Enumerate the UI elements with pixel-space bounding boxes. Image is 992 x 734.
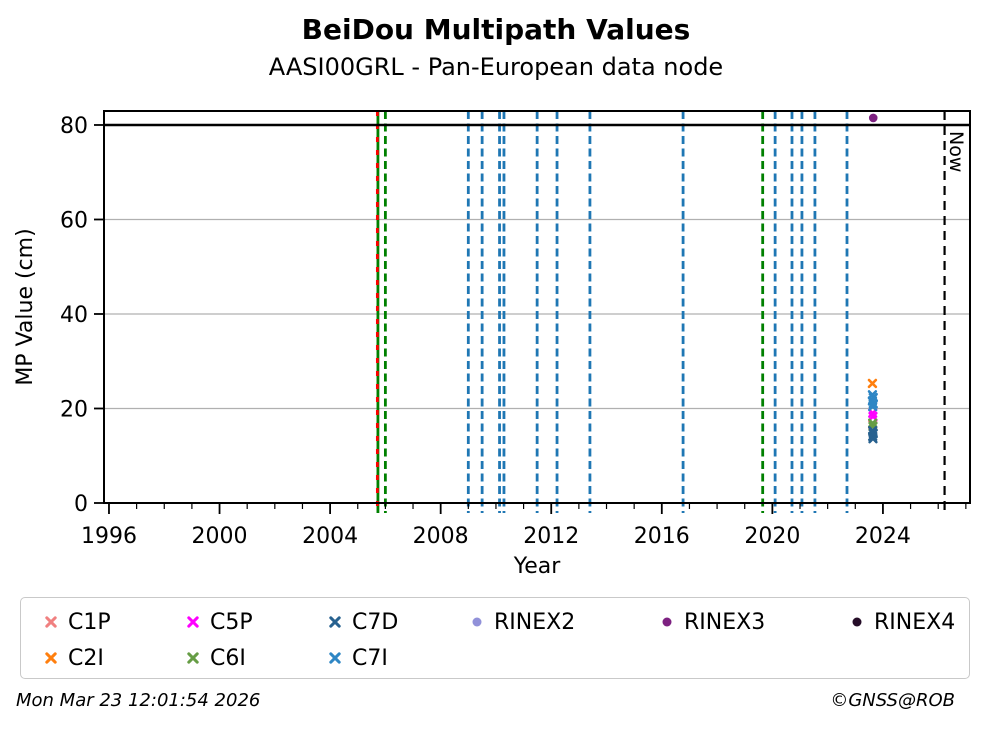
legend-label: RINEX3 bbox=[684, 609, 766, 635]
x-marker-icon bbox=[187, 616, 199, 628]
svg-text:2012: 2012 bbox=[523, 524, 579, 549]
svg-text:20: 20 bbox=[60, 397, 88, 422]
legend-label: C6I bbox=[210, 645, 246, 671]
legend-item-c2i: C2I bbox=[43, 646, 185, 671]
svg-text:2024: 2024 bbox=[855, 524, 911, 549]
now-line-label: Now bbox=[945, 131, 967, 172]
chart-subtitle: AASI00GRL - Pan-European data node bbox=[268, 53, 724, 82]
event-lines bbox=[104, 111, 970, 513]
y-axis-label: MP Value (cm) bbox=[13, 228, 38, 385]
legend-label: RINEX2 bbox=[494, 609, 576, 635]
svg-text:60: 60 bbox=[60, 208, 88, 233]
legend: C1P C5P C7D RINEX2 RINEX3 RINEX4 C2I C6I C7I bbox=[20, 597, 970, 679]
legend-label: C5P bbox=[210, 609, 253, 635]
axis-ticks: 1996 2000 2004 2008 2012 2016 2020 2024 0 20 40 60 8… bbox=[60, 114, 967, 549]
chart-plot-area: 1996 2000 2004 2008 2012 2016 2020 2024 0 20 40 60 8… bbox=[13, 110, 971, 579]
legend-item-rinex4: RINEX4 bbox=[849, 610, 969, 635]
x-marker-icon bbox=[187, 652, 199, 664]
svg-text:2020: 2020 bbox=[744, 524, 800, 549]
x-marker-icon bbox=[45, 616, 57, 628]
x-marker-icon bbox=[329, 616, 341, 628]
legend-label: C1P bbox=[68, 609, 111, 635]
legend-grid: C1P C5P C7D RINEX2 RINEX3 RINEX4 C2I C6I C7I bbox=[21, 598, 969, 676]
plot-timestamp: Mon Mar 23 12:01:54 2026 bbox=[16, 690, 261, 711]
svg-text:2000: 2000 bbox=[192, 524, 248, 549]
circle-marker-icon bbox=[852, 617, 862, 627]
legend-item-c7d: C7D bbox=[327, 610, 469, 635]
legend-label: C7D bbox=[352, 609, 399, 635]
legend-label: RINEX4 bbox=[874, 609, 956, 635]
svg-text:2004: 2004 bbox=[302, 524, 358, 549]
svg-text:1996: 1996 bbox=[81, 524, 137, 549]
data-points bbox=[867, 113, 878, 444]
svg-text:0: 0 bbox=[74, 492, 88, 517]
legend-label: C2I bbox=[68, 645, 104, 671]
title-block: BeiDou Multipath Values AASI00GRL - Pan-… bbox=[63, 0, 929, 82]
circle-marker-icon bbox=[472, 617, 482, 627]
legend-label: C7I bbox=[352, 645, 388, 671]
legend-item-c1p: C1P bbox=[43, 610, 185, 635]
legend-item-c5p: C5P bbox=[185, 610, 327, 635]
x-axis-label: Year bbox=[513, 554, 562, 579]
chart-title: BeiDou Multipath Values bbox=[301, 13, 691, 46]
svg-text:80: 80 bbox=[60, 114, 88, 139]
x-marker-icon bbox=[45, 652, 57, 664]
x-marker-icon bbox=[329, 652, 341, 664]
svg-text:2016: 2016 bbox=[634, 524, 690, 549]
legend-item-rinex3: RINEX3 bbox=[659, 610, 849, 635]
legend-item-c6i: C6I bbox=[185, 646, 327, 671]
axes-frame bbox=[103, 110, 971, 504]
legend-item-c7i: C7I bbox=[327, 646, 469, 671]
circle-marker-icon bbox=[662, 617, 672, 627]
legend-item-rinex2: RINEX2 bbox=[469, 610, 659, 635]
svg-text:2008: 2008 bbox=[413, 524, 469, 549]
svg-text:40: 40 bbox=[60, 303, 88, 328]
copyright-text: ©GNSS@ROB bbox=[830, 690, 955, 711]
